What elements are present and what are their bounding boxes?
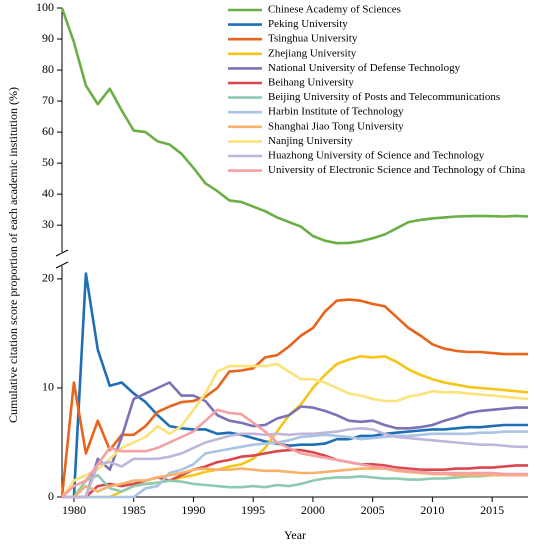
line-series: [62, 427, 528, 499]
line-series: [62, 473, 528, 499]
line-series: [62, 272, 528, 499]
x-tick-label: 2005: [361, 503, 385, 517]
legend-label: National University of Defense Technolog…: [268, 62, 461, 74]
legend-label: Beihang University: [268, 77, 354, 89]
legend-label: University of Electronic Science and Tec…: [268, 164, 525, 176]
line-series: [60, 298, 528, 498]
legend-label: Huazhong University of Science and Techn…: [268, 150, 485, 162]
legend-label: Nanjing University: [268, 135, 353, 147]
y-tick-label: 50: [42, 155, 54, 169]
legend-label: Harbin Institute of Technology: [268, 106, 404, 118]
x-tick-label: 1980: [62, 503, 86, 517]
x-tick-label: 1985: [122, 503, 146, 517]
line-series: [62, 381, 528, 499]
y-tick-label: 60: [42, 124, 54, 138]
legend-label: Zhejiang University: [268, 47, 357, 59]
y-tick-label: 10: [42, 380, 54, 394]
x-tick-label: 1990: [181, 503, 205, 517]
y-tick-label: 100: [36, 0, 54, 14]
y-tick-label: 70: [42, 93, 54, 107]
x-tick-label: 2015: [480, 503, 504, 517]
line-series: [61, 408, 528, 498]
line-series: [60, 362, 529, 498]
break-mark: [55, 261, 69, 269]
line-series: [60, 7, 529, 245]
legend-label: Tsinghua University: [268, 33, 358, 45]
y-tick-label: 0: [48, 489, 54, 503]
legend-label: Chinese Academy of Sciences: [268, 4, 401, 16]
legend-label: Peking University: [268, 18, 348, 30]
y-tick-label: 80: [42, 62, 54, 76]
line-series: [62, 430, 528, 499]
y-tick-label: 90: [42, 31, 54, 45]
legend-label: Beijing University of Posts and Telecomm…: [268, 91, 500, 103]
y-axis-label: Cumulative citation score proportion of …: [6, 87, 20, 423]
legend-label: Shanghai Jiao Tong University: [268, 120, 404, 132]
x-axis-label: Year: [284, 528, 306, 542]
y-tick-label: 30: [42, 217, 54, 231]
x-tick-label: 1995: [241, 503, 265, 517]
y-tick-label: 20: [42, 271, 54, 285]
y-tick-label: 40: [42, 186, 54, 200]
break-mark: [55, 249, 69, 257]
x-tick-label: 2010: [420, 503, 444, 517]
axis-break: [55, 8, 528, 498]
x-tick-label: 2000: [301, 503, 325, 517]
line-series: [62, 467, 528, 499]
